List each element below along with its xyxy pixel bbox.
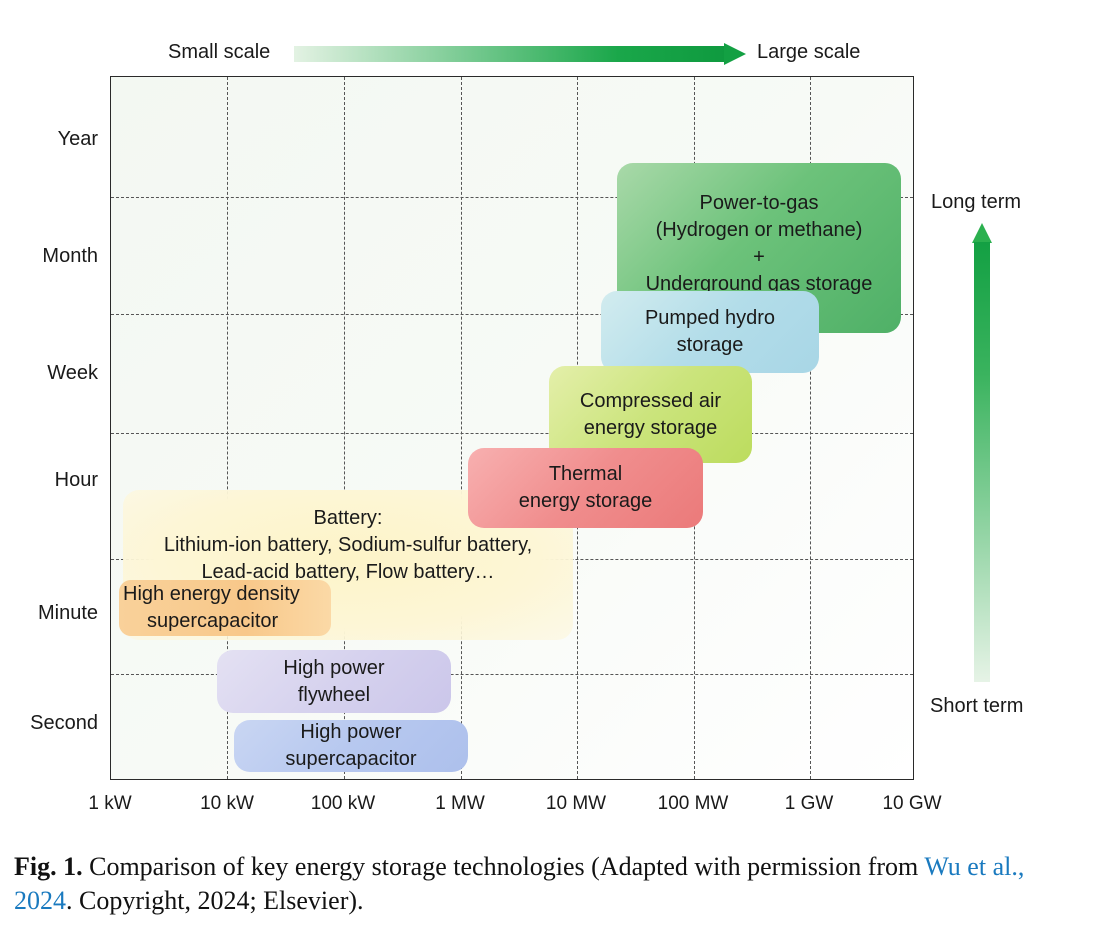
- flywheel-line-1: High power: [283, 656, 385, 679]
- pumped-hydro-line-1: Pumped hydro: [644, 307, 776, 329]
- high-energy-supercap-line-1: High energy density: [123, 583, 300, 605]
- small-scale-label: Small scale: [168, 41, 271, 63]
- x-label-10kw: 10 kW: [200, 793, 254, 814]
- thermal-box: Thermal energy storage: [468, 448, 703, 528]
- flywheel-line-2: flywheel: [297, 683, 371, 706]
- power-to-gas-line-2: (Hydrogen or methane): [655, 219, 863, 241]
- power-to-gas-line-4: Underground gas storage: [645, 273, 873, 295]
- y-label-hour: Hour: [54, 469, 98, 491]
- x-label-1kw: 1 kW: [88, 793, 132, 814]
- grid-line-10kw: [227, 77, 228, 779]
- battery-title: Battery:: [313, 506, 383, 529]
- y-label-second: Second: [30, 712, 98, 734]
- short-term-label: Short term: [930, 695, 1024, 717]
- x-label-1mw: 1 MW: [435, 793, 485, 814]
- grid-line-1gw: [810, 77, 811, 779]
- citation-link[interactable]: Wu et al., 2024: [14, 852, 1025, 915]
- figure-caption: Fig. 1. Comparison of key energy storage…: [14, 850, 1074, 918]
- caption-text: Comparison of key energy storage technol…: [82, 852, 925, 881]
- power-to-gas-plus: +: [753, 246, 765, 268]
- x-label-100kw: 100 kW: [310, 793, 376, 814]
- pumped-hydro-box: Pumped hydro storage: [601, 291, 819, 373]
- grid-line-h3: [111, 433, 913, 434]
- compressed-air-box: Compressed air energy storage: [549, 366, 752, 463]
- y-label-week: Week: [47, 362, 98, 384]
- x-label-1gw: 1 GW: [784, 793, 834, 814]
- large-scale-label: Large scale: [757, 41, 861, 63]
- caption-text-end: . Copyright, 2024; Elsevier).: [66, 886, 364, 915]
- x-label-10gw: 10 GW: [882, 793, 942, 814]
- term-arrow: [972, 223, 992, 682]
- flywheel-box: High power flywheel: [217, 650, 451, 713]
- high-energy-supercap-line-2: supercapacitor: [147, 610, 279, 632]
- high-power-supercap-line-1: High power: [300, 721, 402, 743]
- scale-arrow: [294, 43, 746, 65]
- thermal-line-2: energy storage: [518, 490, 653, 512]
- battery-line-3: Lead-acid battery, Flow battery…: [201, 560, 495, 583]
- grid-line-1mw: [461, 77, 462, 779]
- figure-label: Fig. 1.: [14, 852, 83, 881]
- long-term-label: Long term: [931, 191, 1022, 213]
- x-label-10mw: 10 MW: [545, 793, 607, 814]
- grid-line-100kw: [344, 77, 345, 779]
- y-label-minute: Minute: [37, 602, 98, 624]
- high-energy-supercap-box: High energy density supercapacitor: [119, 580, 331, 636]
- y-label-month: Month: [42, 245, 98, 267]
- thermal-line-1: Thermal: [548, 463, 623, 485]
- grid-line-h2: [111, 314, 913, 315]
- compressed-air-line-2: energy storage: [583, 416, 718, 439]
- y-label-year: Year: [57, 128, 98, 150]
- pumped-hydro-line-2: storage: [676, 334, 744, 356]
- x-label-100mw: 100 MW: [657, 793, 729, 814]
- battery-line-2: Lithium-ion battery, Sodium-sulfur batte…: [163, 533, 533, 556]
- grid-line-h5: [111, 674, 913, 675]
- power-to-gas-title: Power-to-gas: [699, 192, 819, 214]
- high-power-supercap-box: High power supercapacitor: [234, 720, 468, 772]
- high-power-supercap-line-2: supercapacitor: [285, 748, 417, 770]
- compressed-air-line-1: Compressed air: [579, 389, 722, 412]
- grid-line-h1: [111, 197, 913, 198]
